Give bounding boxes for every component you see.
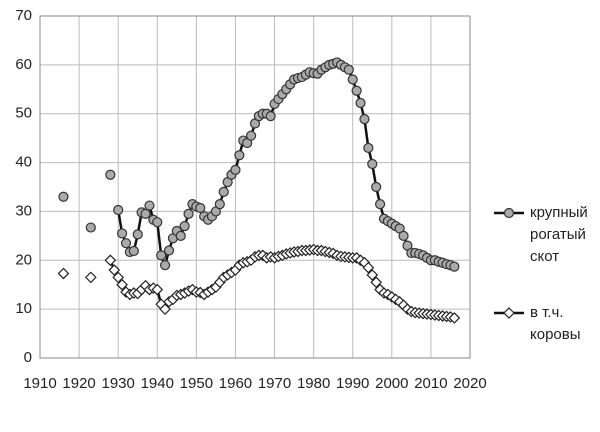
x-tick-label: 1980 [297, 375, 330, 392]
data-point [449, 261, 460, 272]
y-tick-label: 60 [15, 56, 32, 73]
data-point [128, 245, 139, 257]
plot-frame [39, 15, 471, 359]
data-point [144, 200, 155, 211]
data-point [351, 85, 362, 96]
y-tick-label: 10 [15, 300, 32, 317]
data-point [343, 64, 354, 75]
x-tick-label: 1920 [62, 375, 95, 392]
data-point [108, 264, 121, 276]
x-tick-label: 2010 [414, 375, 447, 392]
legend-label: в т.ч. коровы [530, 304, 581, 343]
y-tick-label: 20 [15, 251, 32, 268]
data-point [398, 230, 409, 241]
data-point [195, 202, 206, 214]
data-point [374, 199, 386, 210]
data-point [230, 164, 241, 175]
y-tick-label: 40 [15, 154, 32, 171]
data-point [132, 229, 143, 240]
data-point [362, 261, 375, 274]
data-point [265, 111, 276, 122]
data-point [179, 220, 190, 232]
y-tick-label: 70 [15, 7, 32, 24]
data-point [116, 228, 128, 239]
data-point [85, 222, 96, 233]
data-point [371, 181, 382, 193]
data-point [355, 97, 366, 109]
data-point [159, 260, 171, 271]
data-point [152, 217, 163, 228]
data-point [57, 267, 70, 280]
data-point [366, 269, 379, 281]
y-tick-label: 50 [15, 105, 32, 122]
data-point [218, 186, 229, 197]
data-point [359, 113, 370, 125]
data-point [448, 312, 461, 324]
x-tick-label: 1940 [141, 375, 174, 392]
data-point [159, 303, 171, 315]
data-point [367, 158, 378, 170]
data-point [151, 283, 164, 296]
data-point [363, 142, 374, 154]
data-point [120, 238, 132, 249]
data-point [347, 74, 358, 85]
data-point [175, 230, 186, 241]
x-tick-label: 2000 [375, 375, 408, 392]
data-point [234, 150, 245, 161]
data-point [140, 208, 151, 219]
data-point [245, 130, 257, 141]
data-point [183, 208, 194, 219]
data-point [116, 278, 128, 291]
legend-marker [503, 307, 515, 319]
y-tick-label: 0 [24, 349, 32, 366]
data-point [84, 271, 97, 284]
x-tick-label: 1960 [219, 375, 252, 392]
legend-marker [503, 207, 515, 219]
data-point [58, 191, 69, 202]
data-point [370, 276, 383, 289]
data-point [163, 245, 175, 256]
x-tick-label: 1910 [23, 375, 56, 392]
y-tick-label: 30 [15, 202, 32, 219]
data-point [105, 169, 116, 180]
legend-label: крупный рогатый скот [530, 204, 588, 265]
x-tick-label: 1970 [258, 375, 291, 392]
x-tick-label: 1930 [101, 375, 134, 392]
x-tick-label: 1990 [336, 375, 369, 392]
data-point [104, 254, 117, 267]
data-point [113, 204, 124, 216]
data-point [156, 250, 167, 261]
data-point [214, 199, 225, 210]
x-tick-label: 2020 [453, 375, 486, 392]
x-tick-label: 1950 [180, 375, 213, 392]
data-point [112, 271, 125, 284]
